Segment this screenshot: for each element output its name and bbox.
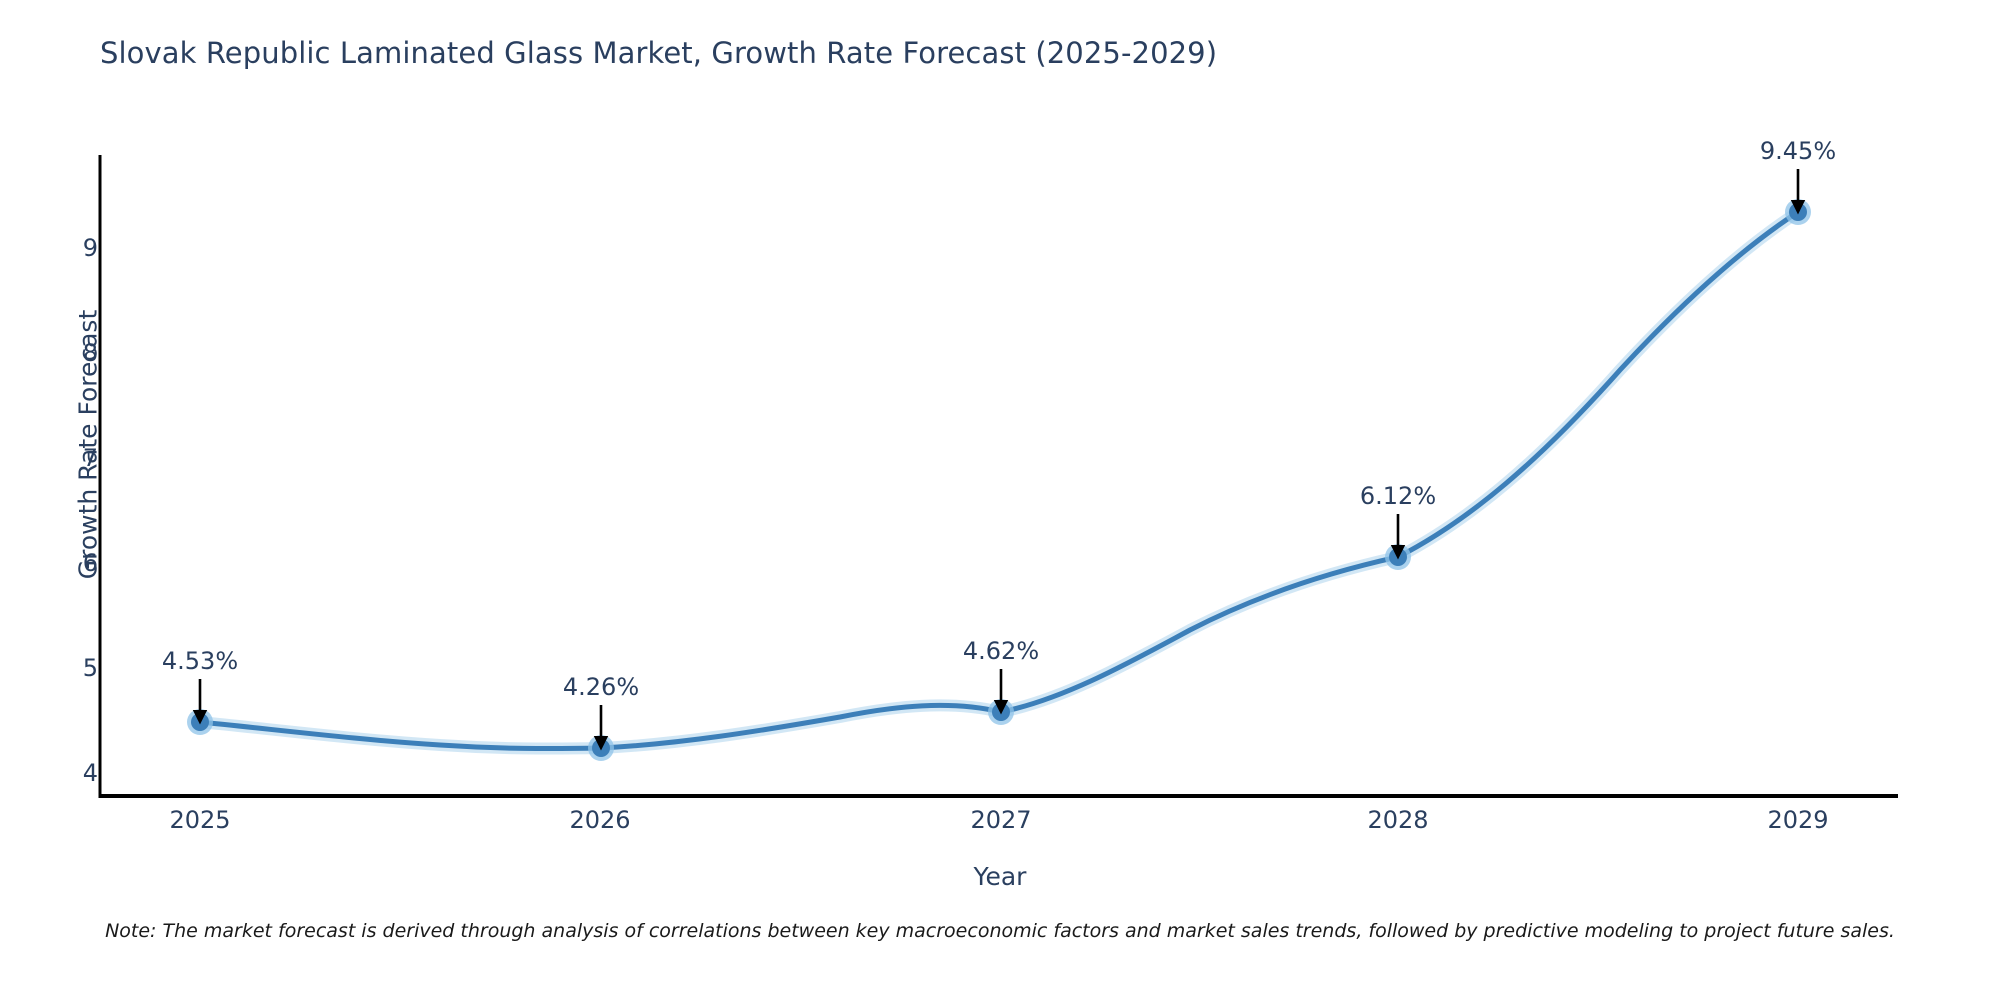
footnote-text: Note: The market forecast is derived thr… — [105, 920, 1895, 942]
data-label-2028: 6.12% — [1359, 482, 1437, 510]
y-tick-label: 8 — [82, 339, 98, 367]
y-tick-label: 6 — [82, 549, 98, 577]
series-line-halo — [194, 206, 1804, 755]
chart-title: Slovak Republic Laminated Glass Market, … — [100, 36, 1218, 70]
x-tick-label: 2025 — [169, 806, 231, 834]
x-axis-title: Year — [973, 862, 1027, 891]
series-line — [197, 209, 1801, 752]
data-label-2026: 4.26% — [562, 673, 640, 701]
x-tick-label: 2029 — [1767, 806, 1829, 834]
x-tick-label: 2028 — [1367, 806, 1429, 834]
data-label-2029: 9.45% — [1759, 137, 1837, 165]
data-label-2027: 4.62% — [962, 637, 1040, 665]
y-tick-label: 9 — [82, 234, 98, 262]
x-tick-label: 2027 — [970, 806, 1032, 834]
y-tick-label: 7 — [82, 444, 98, 472]
y-tick-label: 5 — [82, 654, 98, 682]
y-tick-label: 4 — [82, 759, 98, 787]
data-label-2025: 4.53% — [161, 647, 239, 675]
x-tick-label: 2026 — [569, 806, 631, 834]
